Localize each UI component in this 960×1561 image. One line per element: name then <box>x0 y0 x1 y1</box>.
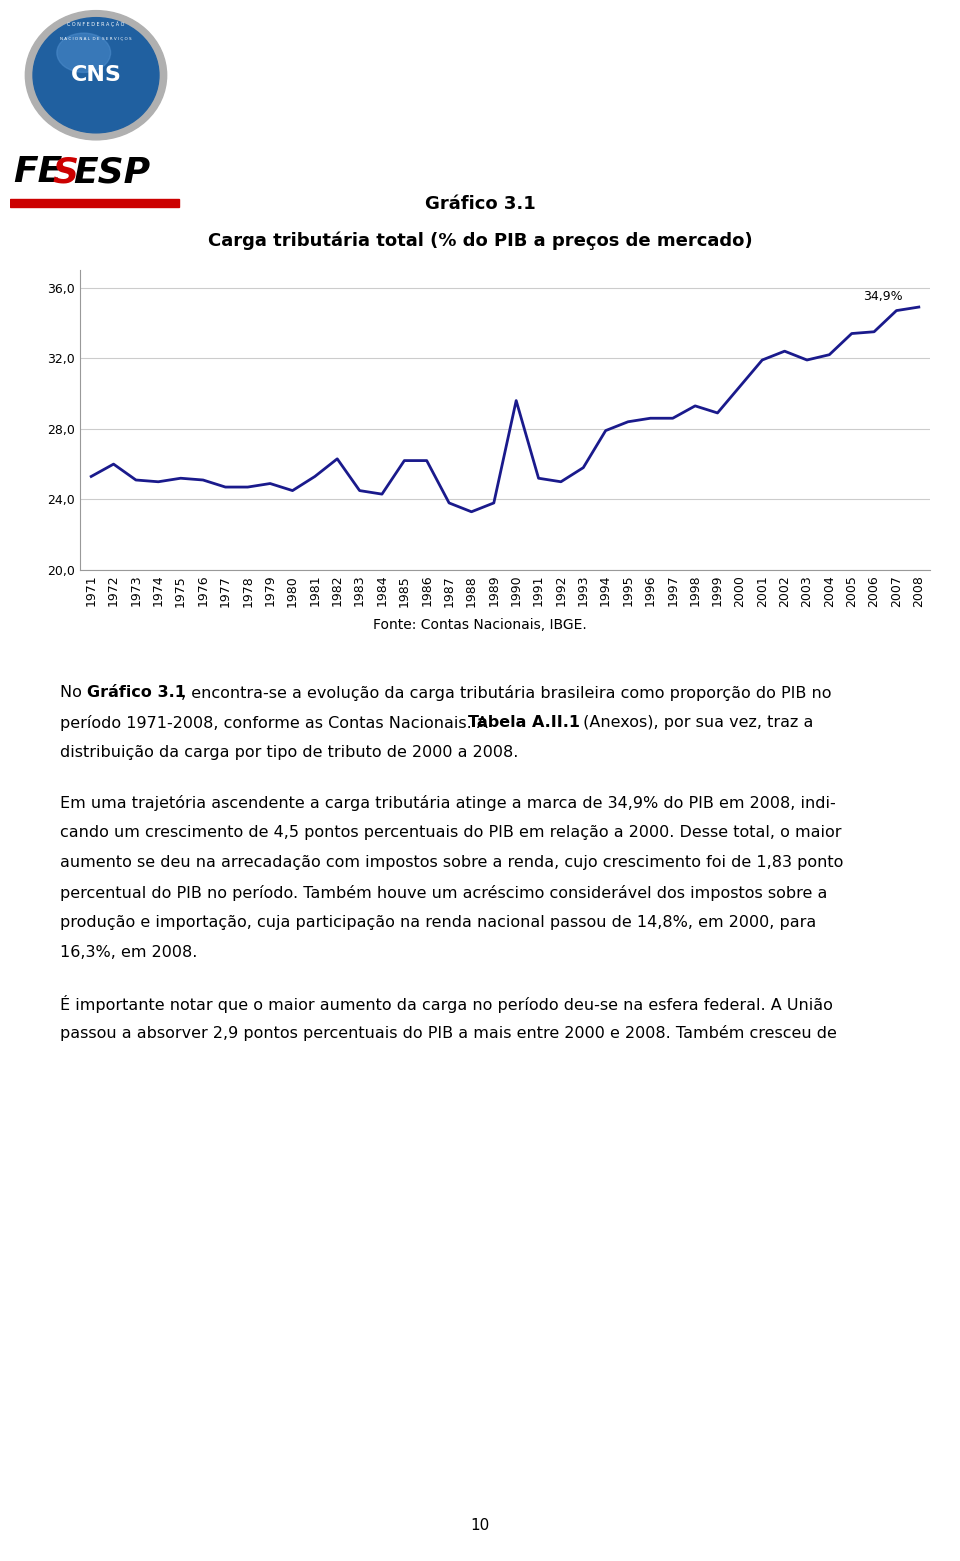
Text: aumento se deu na arrecadação com impostos sobre a renda, cujo crescimento foi d: aumento se deu na arrecadação com impost… <box>60 855 844 869</box>
Ellipse shape <box>33 17 159 133</box>
Text: (Anexos), por sua vez, traz a: (Anexos), por sua vez, traz a <box>578 715 814 731</box>
Text: distribuição da carga por tipo de tributo de 2000 a 2008.: distribuição da carga por tipo de tribut… <box>60 745 518 760</box>
Text: Gráfico 3.1: Gráfico 3.1 <box>86 685 185 699</box>
Text: ESP: ESP <box>74 155 151 189</box>
Text: período 1971-2008, conforme as Contas Nacionais. A: período 1971-2008, conforme as Contas Na… <box>60 715 493 731</box>
Text: produção e importação, cuja participação na renda nacional passou de 14,8%, em 2: produção e importação, cuja participação… <box>60 915 816 930</box>
Text: , encontra-se a evolução da carga tributária brasileira como proporção do PIB no: , encontra-se a evolução da carga tribut… <box>180 685 831 701</box>
Text: Tabela A.II.1: Tabela A.II.1 <box>468 715 580 731</box>
Text: Fonte: Contas Nacionais, IBGE.: Fonte: Contas Nacionais, IBGE. <box>373 618 587 632</box>
Bar <box>10 198 179 208</box>
Text: Gráfico 3.1: Gráfico 3.1 <box>424 195 536 212</box>
Text: S: S <box>53 155 79 189</box>
Text: CNS: CNS <box>71 66 121 86</box>
Text: cando um crescimento de 4,5 pontos percentuais do PIB em relação a 2000. Desse t: cando um crescimento de 4,5 pontos perce… <box>60 826 842 840</box>
Text: FE: FE <box>13 155 62 189</box>
Text: No: No <box>60 685 87 699</box>
Text: Carga tributária total (% do PIB a preços de mercado): Carga tributária total (% do PIB a preço… <box>207 233 753 250</box>
Text: É importante notar que o maior aumento da carga no período deu-se na esfera fede: É importante notar que o maior aumento d… <box>60 994 833 1013</box>
Ellipse shape <box>57 33 110 72</box>
Text: percentual do PIB no período. Também houve um acréscimo considerável dos imposto: percentual do PIB no período. Também hou… <box>60 885 828 901</box>
Text: Em uma trajetória ascendente a carga tributária atinge a marca de 34,9% do PIB e: Em uma trajetória ascendente a carga tri… <box>60 795 836 812</box>
Text: 34,9%: 34,9% <box>864 290 903 303</box>
Text: passou a absorver 2,9 pontos percentuais do PIB a mais entre 2000 e 2008. Também: passou a absorver 2,9 pontos percentuais… <box>60 1026 837 1041</box>
Ellipse shape <box>25 11 167 140</box>
Text: N A C I O N A L  D E  S E R V I Ç O S: N A C I O N A L D E S E R V I Ç O S <box>60 37 132 41</box>
Text: 10: 10 <box>470 1517 490 1533</box>
Text: 16,3%, em 2008.: 16,3%, em 2008. <box>60 944 198 960</box>
Text: C O N F E D E R A Ç Ã O: C O N F E D E R A Ç Ã O <box>67 22 125 28</box>
